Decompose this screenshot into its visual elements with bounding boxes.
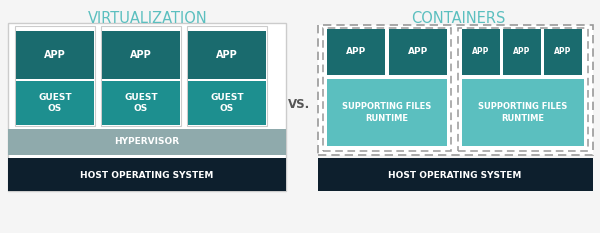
Text: APP: APP [130, 50, 152, 60]
FancyBboxPatch shape [318, 158, 593, 191]
FancyBboxPatch shape [318, 25, 593, 155]
FancyBboxPatch shape [327, 29, 385, 75]
Text: SUPPORTING FILES
RUNTIME: SUPPORTING FILES RUNTIME [478, 102, 568, 123]
Text: APP: APP [554, 48, 572, 56]
Text: APP: APP [346, 48, 366, 56]
Text: VIRTUALIZATION: VIRTUALIZATION [88, 11, 208, 26]
FancyBboxPatch shape [101, 26, 181, 126]
FancyBboxPatch shape [16, 31, 94, 79]
Text: VS.: VS. [288, 99, 310, 112]
FancyBboxPatch shape [323, 28, 451, 151]
Text: APP: APP [408, 48, 428, 56]
Text: APP: APP [44, 50, 66, 60]
Text: SUPPORTING FILES
RUNTIME: SUPPORTING FILES RUNTIME [343, 102, 431, 123]
FancyBboxPatch shape [389, 29, 447, 75]
Text: HOST OPERATING SYSTEM: HOST OPERATING SYSTEM [80, 171, 214, 179]
FancyBboxPatch shape [544, 29, 582, 75]
Text: APP: APP [216, 50, 238, 60]
FancyBboxPatch shape [16, 81, 94, 125]
FancyBboxPatch shape [187, 26, 267, 126]
FancyBboxPatch shape [102, 31, 180, 79]
FancyBboxPatch shape [8, 129, 286, 155]
FancyBboxPatch shape [188, 31, 266, 79]
FancyBboxPatch shape [462, 79, 584, 146]
FancyBboxPatch shape [503, 29, 541, 75]
FancyBboxPatch shape [188, 81, 266, 125]
Text: APP: APP [514, 48, 530, 56]
Text: GUEST
OS: GUEST OS [38, 93, 72, 113]
Text: CONTAINERS: CONTAINERS [411, 11, 505, 26]
FancyBboxPatch shape [458, 28, 588, 151]
FancyBboxPatch shape [462, 29, 500, 75]
FancyBboxPatch shape [327, 79, 447, 146]
FancyBboxPatch shape [102, 81, 180, 125]
FancyBboxPatch shape [8, 23, 286, 191]
Text: HOST OPERATING SYSTEM: HOST OPERATING SYSTEM [388, 171, 521, 179]
Text: HYPERVISOR: HYPERVISOR [115, 137, 179, 147]
FancyBboxPatch shape [15, 26, 95, 126]
FancyBboxPatch shape [8, 158, 286, 191]
Text: GUEST
OS: GUEST OS [210, 93, 244, 113]
Text: APP: APP [472, 48, 490, 56]
Text: GUEST
OS: GUEST OS [124, 93, 158, 113]
